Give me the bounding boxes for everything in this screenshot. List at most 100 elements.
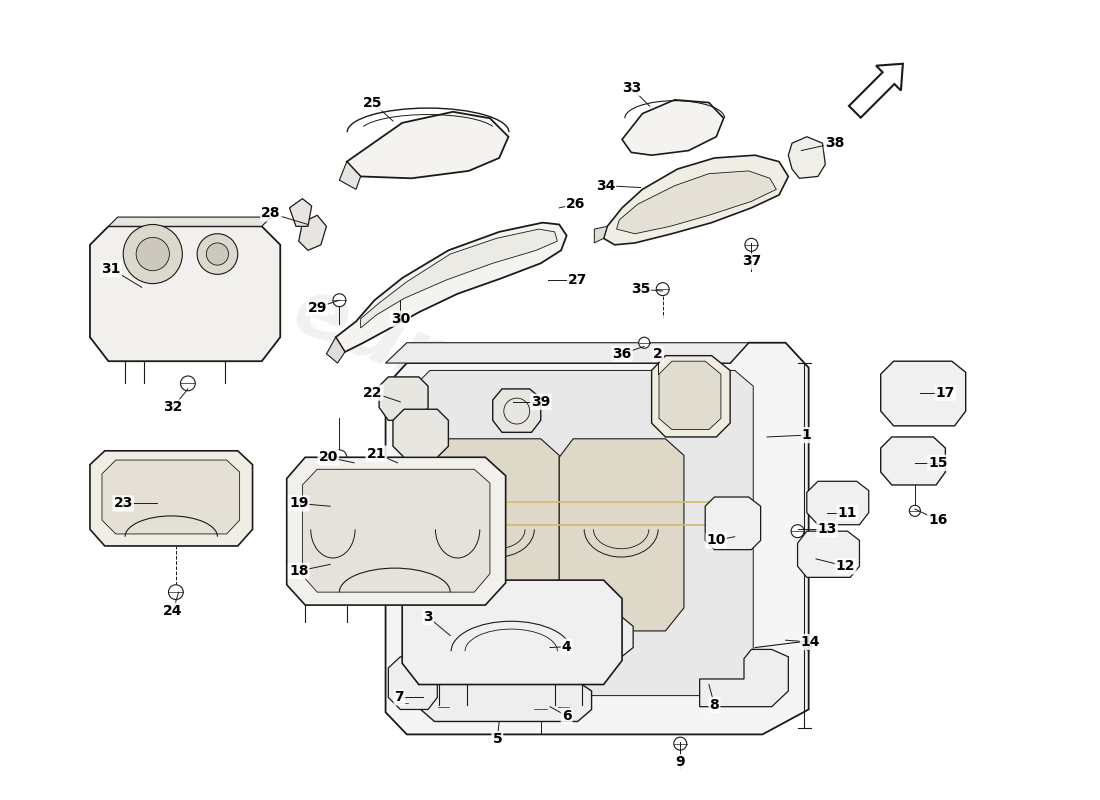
Polygon shape: [109, 217, 271, 226]
Text: 34: 34: [596, 178, 615, 193]
Text: 5: 5: [493, 732, 503, 746]
Polygon shape: [327, 337, 345, 363]
Polygon shape: [604, 155, 789, 245]
Circle shape: [674, 737, 686, 750]
Text: 17: 17: [936, 386, 955, 400]
Polygon shape: [403, 580, 623, 685]
Polygon shape: [302, 470, 490, 592]
Text: 21: 21: [366, 446, 386, 461]
Polygon shape: [340, 162, 361, 190]
Text: 8: 8: [710, 698, 719, 712]
Circle shape: [559, 701, 570, 712]
Polygon shape: [299, 215, 327, 250]
Polygon shape: [616, 171, 777, 234]
Text: 38: 38: [825, 136, 844, 150]
Circle shape: [537, 642, 548, 653]
Text: 1: 1: [802, 428, 812, 442]
Polygon shape: [287, 458, 506, 605]
Text: 19: 19: [289, 497, 308, 510]
Text: 23: 23: [113, 497, 133, 510]
Text: 25: 25: [363, 95, 383, 110]
Text: eurosportes: eurosportes: [282, 270, 818, 548]
Circle shape: [197, 234, 238, 274]
Polygon shape: [559, 438, 684, 631]
Circle shape: [535, 703, 547, 716]
Polygon shape: [651, 356, 730, 437]
Circle shape: [657, 282, 669, 296]
Text: 9: 9: [675, 755, 685, 769]
Polygon shape: [806, 482, 869, 525]
Text: 18: 18: [289, 564, 308, 578]
Polygon shape: [102, 460, 240, 534]
Polygon shape: [346, 112, 508, 178]
Text: 14: 14: [801, 635, 821, 649]
Text: 4: 4: [562, 640, 572, 654]
Circle shape: [332, 450, 346, 465]
Text: 32: 32: [164, 400, 183, 414]
Text: 28: 28: [262, 206, 280, 220]
Polygon shape: [881, 437, 945, 485]
Text: 26: 26: [566, 197, 585, 211]
Polygon shape: [434, 438, 559, 631]
Circle shape: [394, 292, 407, 305]
Text: 39: 39: [531, 395, 550, 409]
Polygon shape: [289, 198, 311, 226]
Circle shape: [123, 225, 183, 284]
Circle shape: [136, 238, 169, 270]
Circle shape: [207, 243, 229, 265]
Polygon shape: [798, 531, 859, 578]
Circle shape: [438, 701, 449, 712]
Polygon shape: [493, 389, 541, 432]
Polygon shape: [336, 222, 566, 352]
Text: 13: 13: [817, 522, 837, 536]
Circle shape: [639, 337, 650, 348]
Circle shape: [791, 525, 804, 538]
Polygon shape: [420, 682, 592, 722]
Text: 20: 20: [319, 450, 338, 464]
Polygon shape: [659, 362, 720, 430]
Polygon shape: [388, 657, 438, 710]
Circle shape: [910, 506, 921, 516]
Polygon shape: [379, 377, 428, 420]
Text: 33: 33: [621, 81, 641, 94]
Text: 24: 24: [164, 604, 183, 618]
Polygon shape: [594, 226, 607, 243]
Text: 10: 10: [706, 534, 726, 547]
Text: a passion since 1985: a passion since 1985: [363, 490, 645, 625]
Circle shape: [745, 238, 758, 251]
Text: 27: 27: [568, 273, 587, 287]
Circle shape: [397, 698, 408, 709]
Text: 7: 7: [395, 690, 404, 705]
Circle shape: [168, 585, 184, 599]
Polygon shape: [789, 137, 825, 178]
Polygon shape: [530, 617, 634, 658]
Text: 3: 3: [424, 610, 433, 624]
Text: 15: 15: [928, 456, 948, 470]
Polygon shape: [393, 410, 449, 458]
Text: 16: 16: [928, 513, 948, 527]
Text: 35: 35: [630, 282, 650, 296]
Text: 36: 36: [613, 347, 631, 361]
Text: 29: 29: [308, 301, 327, 314]
Circle shape: [333, 294, 345, 306]
Text: 30: 30: [390, 312, 410, 326]
Text: 22: 22: [363, 386, 383, 400]
Polygon shape: [881, 362, 966, 426]
Polygon shape: [700, 650, 789, 706]
Circle shape: [607, 642, 618, 653]
Text: 12: 12: [836, 559, 856, 574]
Text: 37: 37: [741, 254, 761, 269]
Polygon shape: [361, 229, 558, 328]
Polygon shape: [90, 226, 280, 362]
Circle shape: [180, 376, 196, 390]
Circle shape: [165, 512, 178, 525]
Polygon shape: [623, 100, 724, 155]
Text: 2: 2: [653, 347, 663, 361]
FancyArrow shape: [849, 64, 903, 118]
Polygon shape: [386, 342, 749, 363]
Text: 6: 6: [562, 709, 571, 723]
Polygon shape: [409, 370, 754, 696]
Text: 11: 11: [838, 506, 857, 520]
Polygon shape: [705, 497, 760, 550]
Polygon shape: [386, 342, 808, 734]
